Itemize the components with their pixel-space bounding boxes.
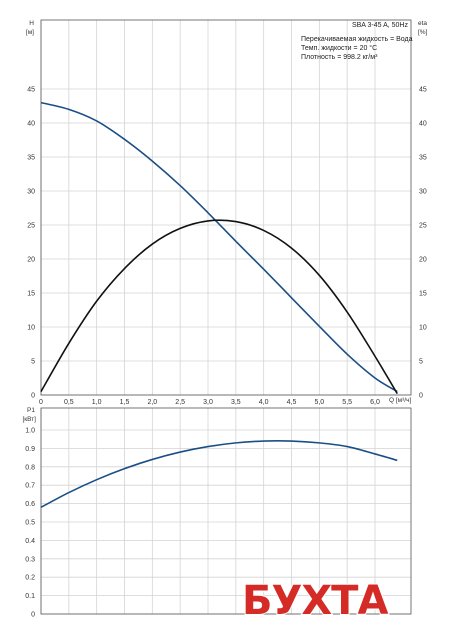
top-chart-series [40,101,398,395]
p1-tick-label: 0.5 [25,520,35,527]
eta-tick-label: 30 [419,189,427,196]
bottom-chart-tick-labels: 0 0.1 0.2 0.3 0.4 0.5 0.6 0.7 0.8 0.9 1.0 [25,428,35,619]
h-tick-label: 40 [27,121,35,128]
x-tick-label: 4,5 [287,399,297,406]
top-chart-tick-labels: 0 0,5 1,0 1,5 2,0 2,5 3,0 3,5 4,0 4,5 5,0 5,5 6,00 05… [27,87,427,407]
eta-tick-label: 5 [419,359,423,366]
h-axis-label: H [29,20,34,27]
x-tick-label: 3,5 [231,399,241,406]
eta-tick-label: 35 [419,155,427,162]
x-tick-label: 2,0 [147,399,157,406]
x-tick-label: 5,0 [314,399,324,406]
eta-tick-label: 40 [419,121,427,128]
h-tick-label: 10 [27,325,35,332]
x-tick-label: 2,5 [175,399,185,406]
h-tick-label: 30 [27,189,35,196]
x-tick-label: 1,5 [120,399,130,406]
p1-tick-label: 1.0 [25,428,35,435]
density-info: Плотность = 998.2 кг/м³ [301,54,378,61]
temperature-info: Темп. жидкости = 20 °C [301,44,377,52]
efficiency-curve-line [40,219,398,395]
p1-tick-label: 0.8 [25,464,35,471]
h-tick-label: 5 [31,359,35,366]
eta-tick-label: 20 [419,257,427,264]
p1-tick-label: 0.4 [25,538,35,545]
power-curve-line [40,440,398,508]
p1-tick-label: 0 [31,612,35,619]
fluid-info: Перекачиваемая жидкость = Вода [301,36,413,43]
x-tick-label: 1,0 [92,399,102,406]
eta-axis-label: eta [418,20,427,27]
eta-axis-unit: [%] [418,29,428,36]
top-chart-frame [40,19,412,396]
h-tick-label: 45 [27,87,35,94]
h-tick-label: 0 [31,393,35,400]
eta-tick-label: 45 [419,87,427,94]
x-tick-label: 3,0 [203,399,213,406]
p1-tick-label: 0.9 [25,446,35,453]
eta-tick-label: 25 [419,223,427,230]
head-curve-line [40,101,398,393]
q-axis-label: Q [м³/ч] [389,397,411,404]
top-chart-gridlines [40,20,411,396]
pump-model-title: SBA 3-45 A, 50Hz [352,22,409,29]
x-tick-label: 6,0 [370,399,380,406]
p1-tick-label: 0.7 [25,483,35,490]
h-tick-label: 15 [27,291,35,298]
p1-tick-label: 0.1 [25,593,35,600]
x-tick-label: 0 [39,399,43,406]
bottom-chart-series [40,440,398,508]
p1-axis-label: P1 [27,407,35,414]
p1-tick-label: 0.2 [25,575,35,582]
eta-tick-label: 15 [419,291,427,298]
h-tick-label: 35 [27,155,35,162]
buhta-watermark: БУХТА [242,578,388,624]
x-tick-label: 4,0 [259,399,269,406]
p1-axis-unit: [кВт] [22,416,36,423]
p1-tick-label: 0.6 [25,501,35,508]
eta-tick-label: 10 [419,325,427,332]
p1-tick-label: 0.3 [25,556,35,563]
h-tick-label: 25 [27,223,35,230]
eta-tick-label: 0 [419,393,423,400]
h-axis-unit: [м] [26,29,34,36]
x-tick-label: 0,5 [64,399,74,406]
bottom-chart-frame [40,407,412,615]
x-tick-label: 5,5 [342,399,352,406]
h-tick-label: 20 [27,257,35,264]
